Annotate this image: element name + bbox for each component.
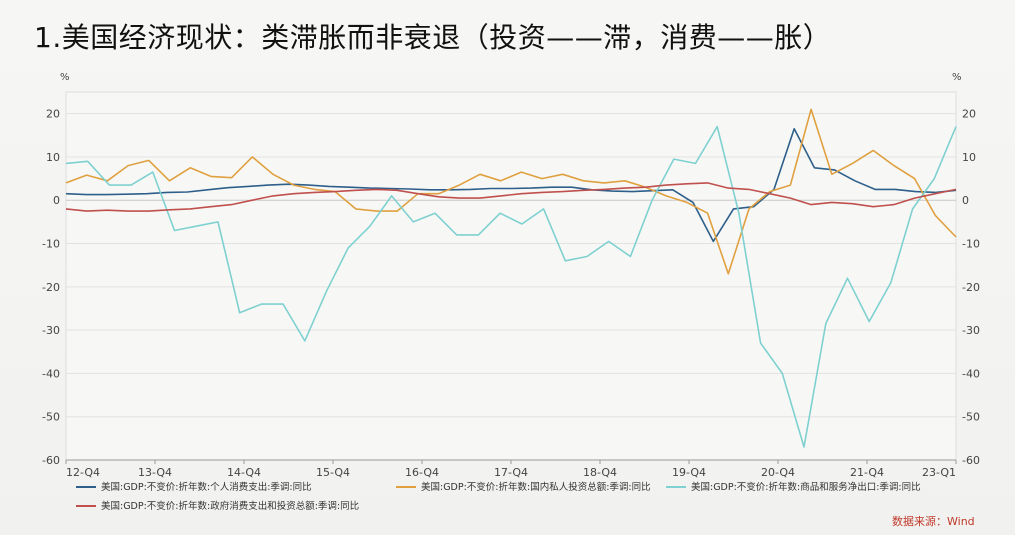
y-tick-label-right: 10 [962,151,976,164]
x-tick-label: 13-Q4 [138,466,172,479]
x-tick-label: 21-Q4 [850,466,884,479]
series-line-1 [65,128,957,243]
y-tick-label-right: -30 [962,324,980,337]
y-tick-label-right: -40 [962,367,980,380]
series-lines [65,108,957,448]
legend: 美国:GDP:不变价:折年数:个人消费支出:季调:同比美国:GDP:不变价:折年… [76,481,921,512]
y-tick-label-right: 20 [962,108,976,121]
gridlines [66,113,956,461]
x-tick-label: 20-Q4 [761,466,795,479]
y-tick-label-left: -60 [42,454,60,467]
legend-label-3: 美国:GDP:不变价:折年数:商品和服务净出口:季调:同比 [691,481,921,493]
y-axis-left: -60 -50 -40 -30 -20 -10 0 10 20 [42,108,60,467]
y-axis-right: -60 -50 -40 -30 -20 -10 0 10 20 [962,108,980,467]
y-tick-label-left: 10 [46,151,60,164]
source-note: 数据来源：Wind [892,514,975,528]
x-tick-label: 17-Q4 [494,466,528,479]
x-tick-label: 14-Q4 [227,466,261,479]
y-axis-unit-right: % [952,72,962,83]
x-axis: 12-Q4 13-Q4 14-Q4 15-Q4 16-Q4 17-Q4 18-Q4 19-Q4… [65,459,957,479]
x-tick-label: 18-Q4 [583,466,617,479]
x-tick-label: 23-Q1 [922,466,956,479]
y-tick-label-left: -40 [42,367,60,380]
y-tick-label-right: -50 [962,411,980,424]
legend-label-2: 美国:GDP:不变价:折年数:国内私人投资总额:季调:同比 [421,481,651,493]
legend-label-1: 美国:GDP:不变价:折年数:个人消费支出:季调:同比 [101,481,312,493]
y-tick-label-left: -20 [42,281,60,294]
y-tick-label-right: -20 [962,281,980,294]
y-tick-label-right: 0 [962,194,969,207]
y-tick-label-left: 20 [46,108,60,121]
y-tick-label-right: -60 [962,454,980,467]
series-line-4 [65,182,957,212]
y-tick-label-left: -10 [42,238,60,251]
series-line-3 [65,125,957,448]
x-tick-label: 12-Q4 [66,466,100,479]
y-tick-label-left: 0 [53,194,60,207]
legend-label-4: 美国:GDP:不变价:折年数:政府消费支出和投资总额:季调:同比 [101,500,359,512]
series-line-2 [65,108,957,275]
y-tick-label-left: -30 [42,324,60,337]
x-tick-label: 16-Q4 [405,466,439,479]
x-tick-label: 15-Q4 [316,466,350,479]
y-tick-label-right: -10 [962,238,980,251]
y-tick-label-left: -50 [42,411,60,424]
y-axis-unit-left: % [60,72,70,83]
slide-title: 1.美国经济现状：类滞胀而非衰退（投资——滞，消费——胀） [34,21,832,54]
x-tick-label: 19-Q4 [672,466,706,479]
